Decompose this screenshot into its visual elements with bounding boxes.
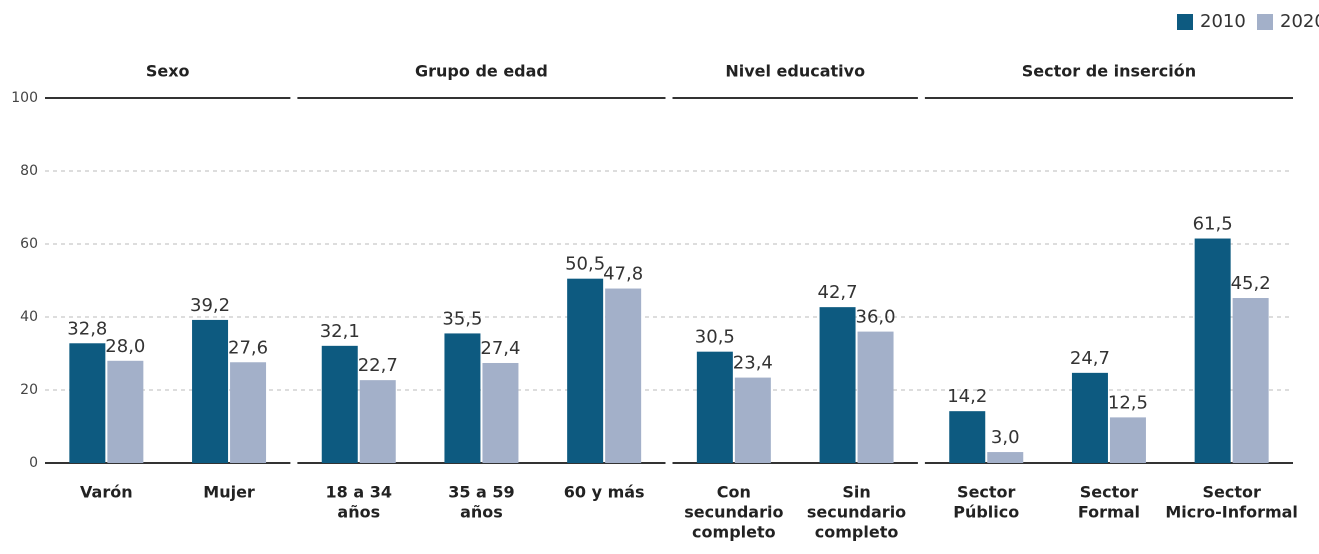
bar — [819, 307, 856, 463]
bar — [1071, 372, 1108, 463]
x-tick-label: secundario — [807, 503, 906, 522]
x-tick-label: años — [460, 503, 503, 522]
bar — [987, 452, 1024, 463]
y-tick-label: 100 — [11, 90, 38, 106]
x-tick-label: años — [337, 503, 380, 522]
bar — [359, 380, 396, 463]
y-tick-label: 80 — [20, 163, 38, 179]
x-tick-label: completo — [815, 523, 899, 542]
x-tick-label: 60 y más — [564, 483, 645, 502]
value-label: 27,6 — [228, 337, 268, 358]
x-tick-label: 18 a 34 — [326, 483, 392, 502]
bar — [192, 319, 229, 463]
bar — [605, 288, 642, 463]
x-tick-label: Sector — [1080, 483, 1139, 502]
legend-swatch — [1257, 14, 1273, 30]
value-label: 28,0 — [105, 336, 145, 357]
x-tick-label: completo — [692, 523, 776, 542]
bar — [69, 343, 106, 463]
group-header: Sector de inserción — [1022, 62, 1196, 81]
bar — [482, 362, 519, 463]
bar — [321, 345, 358, 463]
bar — [230, 362, 267, 463]
bar — [734, 377, 771, 463]
bar — [444, 333, 481, 463]
x-tick-label: Varón — [80, 483, 133, 502]
bar — [696, 351, 733, 463]
y-tick-label: 40 — [20, 309, 38, 325]
value-label: 61,5 — [1193, 214, 1233, 235]
value-label: 36,0 — [856, 307, 896, 328]
bar — [1109, 417, 1146, 463]
value-label: 12,5 — [1108, 392, 1148, 413]
value-label: 45,2 — [1231, 273, 1271, 294]
legend-swatch — [1177, 14, 1193, 30]
group-header: Sexo — [146, 62, 190, 81]
x-tick-label: 35 a 59 — [448, 483, 514, 502]
x-tick-label: Público — [953, 503, 1019, 522]
value-label: 3,0 — [991, 427, 1020, 448]
value-label: 22,7 — [358, 355, 398, 376]
value-label: 42,7 — [818, 282, 858, 303]
group-header: Nivel educativo — [725, 62, 865, 81]
value-label: 47,8 — [603, 264, 643, 285]
x-tick-label: Sin — [842, 483, 870, 502]
value-label: 32,8 — [67, 318, 107, 339]
x-tick-label: Con — [717, 483, 751, 502]
x-tick-label: Sector — [1202, 483, 1261, 502]
x-tick-label: Mujer — [203, 483, 255, 502]
group-header: Grupo de edad — [415, 62, 548, 81]
value-label: 24,7 — [1070, 348, 1110, 369]
bar — [1194, 238, 1231, 463]
x-tick-label: Micro-Informal — [1165, 503, 1298, 522]
x-tick-label: Sector — [957, 483, 1016, 502]
value-label: 32,1 — [320, 321, 360, 342]
value-label: 23,4 — [733, 353, 773, 374]
y-tick-label: 60 — [20, 236, 38, 252]
legend-label: 2020 — [1280, 11, 1319, 32]
value-label: 39,2 — [190, 295, 230, 316]
bar — [107, 360, 144, 463]
x-tick-label: secundario — [684, 503, 783, 522]
value-label: 27,4 — [480, 338, 520, 359]
y-tick-label: 20 — [20, 382, 38, 398]
legend-label: 2010 — [1200, 11, 1246, 32]
y-tick-label: 0 — [29, 455, 38, 471]
value-label: 30,5 — [695, 327, 735, 348]
value-label: 35,5 — [442, 308, 482, 329]
bar — [857, 331, 894, 463]
bar — [1232, 298, 1269, 463]
bar — [949, 411, 986, 463]
value-label: 50,5 — [565, 254, 605, 275]
value-label: 14,2 — [947, 386, 987, 407]
bar — [567, 278, 604, 463]
x-tick-label: Formal — [1078, 503, 1140, 522]
